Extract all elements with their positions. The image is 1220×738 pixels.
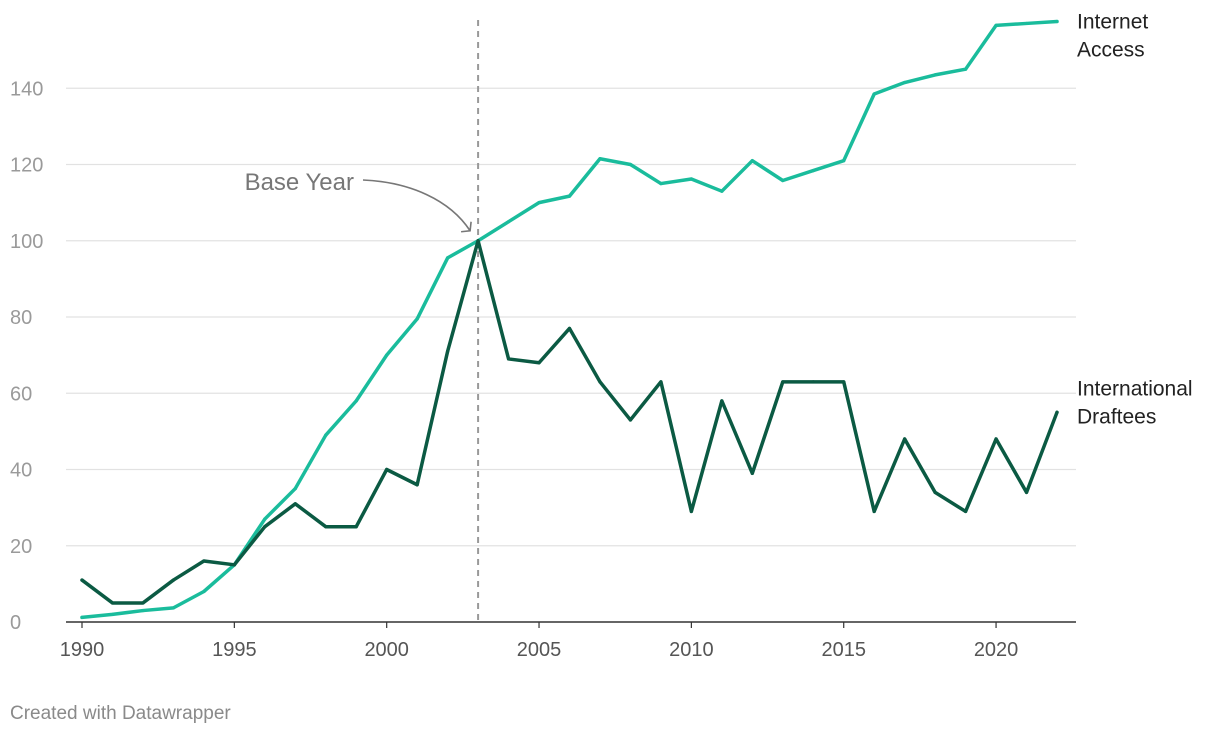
series-1-point [476,239,480,243]
series-1-point [110,601,115,605]
series-1-point [1055,410,1059,414]
series-0-point [903,80,907,85]
series-1-point [141,601,145,605]
series-0-point [324,433,328,437]
series-1-point [933,490,937,494]
annotation-arrow [362,179,471,232]
series-1-point [963,509,968,514]
y-tick-label: 100 [10,231,43,253]
series-1-point [506,357,511,361]
series-1-point [994,437,998,441]
x-tick-label: 1995 [212,639,257,661]
series-0-point [994,23,998,27]
y-tick-label: 140 [10,78,43,100]
series-1-point [293,502,297,506]
series-0-point [811,169,815,173]
series-1-point [415,483,419,487]
x-tick-label: 2005 [517,639,562,661]
series-0-point [415,317,419,321]
series-0-point [293,486,297,491]
x-tick-label: 2000 [364,639,409,661]
y-tick-label: 60 [10,383,32,405]
series-1-point [811,380,815,384]
annotation-text: Base Year [245,169,354,196]
series-line-0 [80,19,1059,620]
series-label: Access [1077,39,1145,62]
series-0-point [598,157,602,161]
series-1-point [872,509,876,514]
series-0-point [446,256,450,260]
series-layer [80,19,1059,620]
series-0-point [141,608,145,613]
series-0-point [689,177,693,181]
series-0-point [720,189,724,193]
series-1-point [598,380,602,384]
series-0-point [263,517,267,521]
series-1-point [446,349,450,353]
series-0-point [202,589,206,594]
x-tick-label: 2020 [974,639,1019,661]
series-1-point [750,471,754,475]
series-0-point [110,612,115,616]
annotation-arrowhead [461,221,472,233]
series-1-point [567,326,572,331]
series-1-point [171,578,176,582]
series-0-point [506,220,511,224]
series-0-point [385,353,389,357]
x-axis-ticks: 1990 1995 2000 2005 2010 2015 2020 [60,622,1019,661]
annotation-layer: Base Year [245,20,480,622]
x-tick-label: 1990 [60,639,105,661]
series-1-point [842,380,846,384]
series-0-point [963,67,968,71]
y-tick-label: 40 [10,460,32,482]
series-0-point [628,162,633,167]
series-0-point [842,159,846,163]
series-1-point [903,437,907,441]
y-tick-label: 120 [10,155,43,177]
series-label: International [1077,377,1193,400]
series-labels: Internet Access International Draftees [1077,11,1193,429]
grid-layer [66,87,1076,623]
x-tick-label: 2015 [821,639,866,661]
series-0-point [80,615,84,620]
credit-text: Created with Datawrapper [10,703,231,724]
series-line-1 [80,239,1059,605]
series-1-point [80,578,84,582]
series-1-point [263,525,267,529]
series-0-point [354,399,358,403]
series-label: Internet [1077,11,1148,34]
y-axis-ticks: 0 20 40 60 80 100 120 140 [10,78,43,634]
y-tick-label: 80 [10,307,32,329]
series-0-point [171,606,176,610]
series-0-point [659,181,663,186]
series-0-point [933,73,937,77]
series-1-point [232,563,236,567]
series-1-point [659,380,663,384]
series-1-point [628,418,633,422]
y-tick-label: 20 [10,536,32,558]
series-1-point [537,361,541,365]
series-1-point [720,399,724,403]
series-0-point [1024,21,1029,26]
x-tick-label: 2010 [669,639,714,661]
series-1-point [354,525,358,529]
series-0-point [781,178,785,183]
series-1-point [689,509,693,514]
series-1-point [324,525,328,529]
series-0-point [537,201,541,205]
series-0-point [1055,19,1059,24]
series-0-point [567,194,572,198]
series-0-point [872,92,876,96]
series-0-point [750,159,754,163]
series-1-point [202,559,206,563]
series-1-point [781,380,785,384]
series-1-point [385,467,389,472]
y-tick-label: 0 [10,612,21,634]
series-1-point [1024,490,1029,494]
series-label: Draftees [1077,405,1156,428]
